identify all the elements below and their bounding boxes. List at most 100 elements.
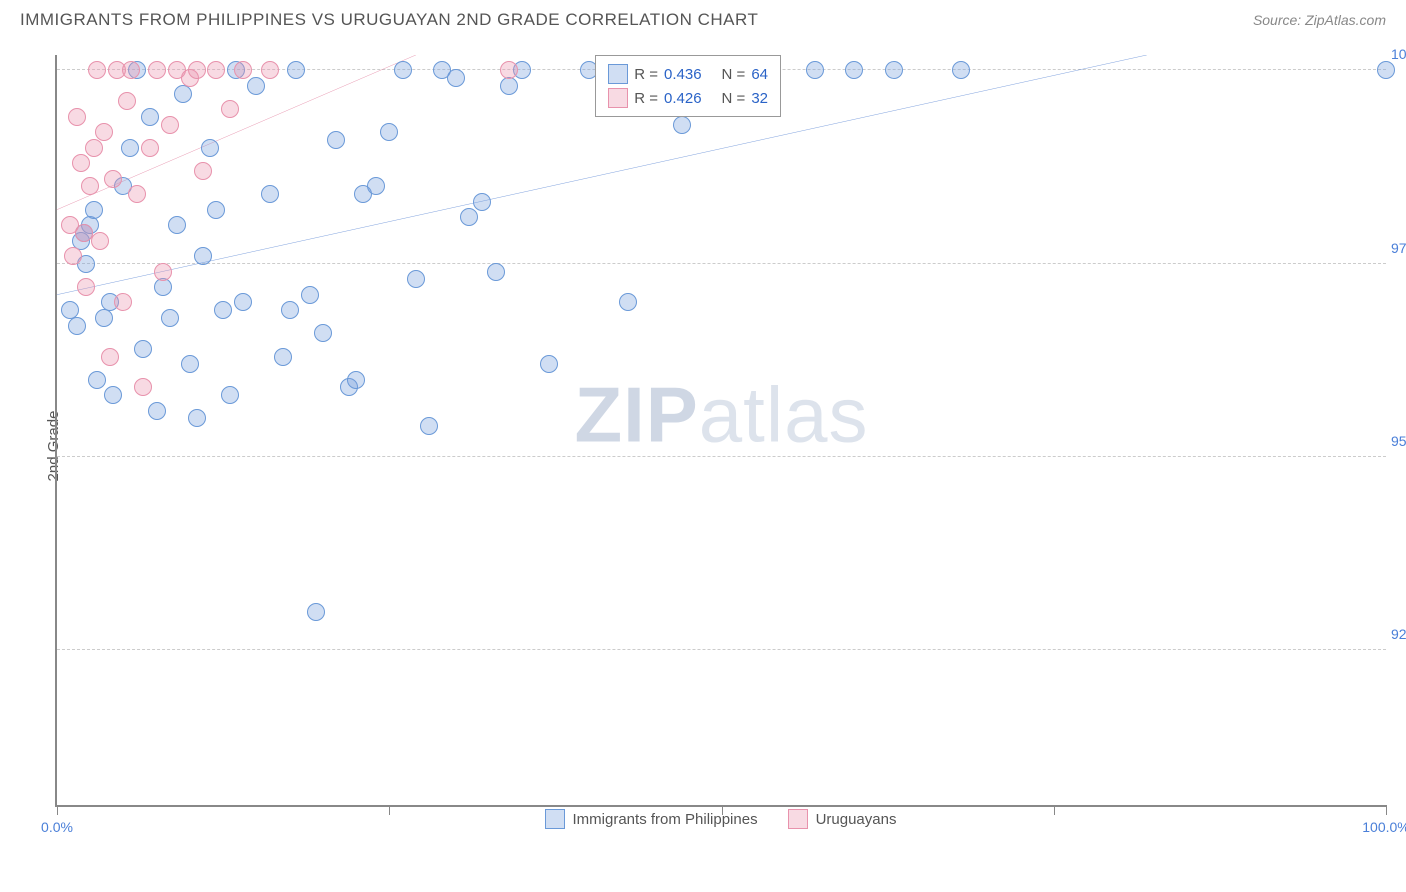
chart-title: IMMIGRANTS FROM PHILIPPINES VS URUGUAYAN… (20, 10, 758, 30)
swatch-icon (608, 88, 628, 108)
data-point (261, 61, 279, 79)
data-point (188, 61, 206, 79)
data-point (307, 603, 325, 621)
data-point (85, 201, 103, 219)
data-point (104, 170, 122, 188)
data-point (91, 232, 109, 250)
data-point (161, 116, 179, 134)
data-point (619, 293, 637, 311)
gridline (57, 263, 1386, 264)
data-point (301, 286, 319, 304)
data-point (845, 61, 863, 79)
data-point (261, 185, 279, 203)
data-point (122, 61, 140, 79)
data-point (161, 309, 179, 327)
data-point (287, 61, 305, 79)
data-point (95, 123, 113, 141)
data-point (85, 139, 103, 157)
data-point (281, 301, 299, 319)
data-point (214, 301, 232, 319)
data-point (148, 61, 166, 79)
data-point (1377, 61, 1395, 79)
data-point (247, 77, 265, 95)
legend-row: R = 0.436 N = 64 (608, 62, 768, 86)
data-point (194, 247, 212, 265)
data-point (64, 247, 82, 265)
swatch-icon (608, 64, 628, 84)
data-point (88, 61, 106, 79)
correlation-legend: R = 0.436 N = 64 R = 0.426N = 32 (595, 55, 781, 117)
data-point (88, 371, 106, 389)
data-point (201, 139, 219, 157)
y-tick-label: 95.0% (1391, 433, 1406, 449)
data-point (141, 139, 159, 157)
data-point (234, 61, 252, 79)
data-point (148, 402, 166, 420)
data-point (168, 216, 186, 234)
data-point (394, 61, 412, 79)
data-point (128, 185, 146, 203)
data-point (95, 309, 113, 327)
data-point (885, 61, 903, 79)
data-point (194, 162, 212, 180)
data-point (500, 61, 518, 79)
data-point (188, 409, 206, 427)
data-point (134, 340, 152, 358)
data-point (68, 317, 86, 335)
data-point (380, 123, 398, 141)
data-point (121, 139, 139, 157)
data-point (207, 201, 225, 219)
swatch-icon (788, 809, 808, 829)
data-point (673, 116, 691, 134)
legend-label: Immigrants from Philippines (573, 811, 758, 828)
legend-item-philippines: Immigrants from Philippines (545, 809, 758, 829)
data-point (500, 77, 518, 95)
data-point (72, 154, 90, 172)
data-point (487, 263, 505, 281)
y-tick-label: 92.5% (1391, 626, 1406, 642)
n-value: 32 (751, 90, 768, 107)
data-point (473, 193, 491, 211)
data-point (181, 355, 199, 373)
data-point (154, 278, 172, 296)
data-point (207, 61, 225, 79)
data-point (347, 371, 365, 389)
data-point (174, 85, 192, 103)
data-point (234, 293, 252, 311)
n-label: N = (722, 66, 746, 83)
n-value: 64 (751, 66, 768, 83)
source-label: Source: ZipAtlas.com (1253, 12, 1386, 28)
chart-area: ZIPatlas 92.5%95.0%97.5%100.0%0.0%100.0%… (55, 55, 1386, 837)
data-point (420, 417, 438, 435)
data-point (314, 324, 332, 342)
data-point (104, 386, 122, 404)
legend-bottom: Immigrants from Philippines Uruguayans (55, 809, 1386, 829)
y-tick-label: 97.5% (1391, 240, 1406, 256)
x-tick (1386, 805, 1387, 815)
plot-region: ZIPatlas 92.5%95.0%97.5%100.0%0.0%100.0%… (55, 55, 1386, 807)
n-label: N = (722, 90, 746, 107)
data-point (141, 108, 159, 126)
data-point (134, 378, 152, 396)
watermark: ZIPatlas (574, 370, 868, 461)
r-value: 0.436 (664, 66, 702, 83)
r-label: R = (634, 90, 658, 107)
data-point (274, 348, 292, 366)
legend-label: Uruguayans (816, 811, 897, 828)
data-point (68, 108, 86, 126)
legend-row: R = 0.426N = 32 (608, 86, 768, 110)
swatch-icon (545, 809, 565, 829)
data-point (101, 348, 119, 366)
data-point (81, 177, 99, 195)
data-point (460, 208, 478, 226)
data-point (221, 100, 239, 118)
gridline (57, 456, 1386, 457)
data-point (114, 293, 132, 311)
data-point (367, 177, 385, 195)
legend-item-uruguayans: Uruguayans (788, 809, 897, 829)
data-point (154, 263, 172, 281)
r-label: R = (634, 66, 658, 83)
data-point (327, 131, 345, 149)
gridline (57, 649, 1386, 650)
y-tick-label: 100.0% (1391, 46, 1406, 62)
